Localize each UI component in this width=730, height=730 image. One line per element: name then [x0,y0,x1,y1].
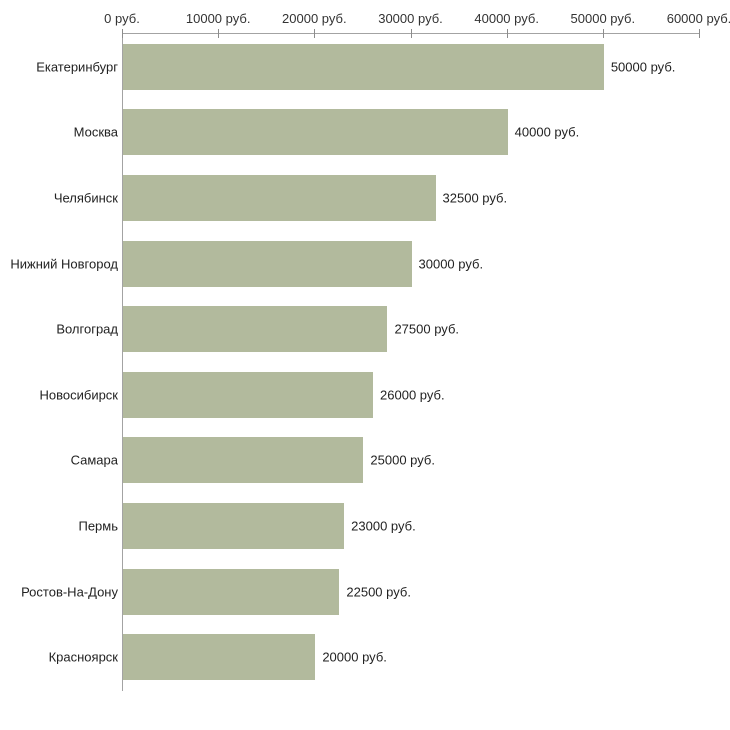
bar [123,43,604,90]
bar-row: Челябинск 32500 руб. [0,165,730,231]
bar [123,174,436,221]
value-label: 25000 руб. [370,452,435,468]
x-tick-label: 40000 руб. [474,11,539,26]
x-tick-label: 0 руб. [104,11,140,26]
bar [123,437,364,484]
value-label: 20000 руб. [322,649,387,665]
category-label: Красноярск [48,649,118,665]
x-tick-mark [314,29,316,38]
bar-row: Самара 25000 руб. [0,428,730,494]
value-label: 40000 руб. [514,124,580,140]
bar-row: Ростов-На-Дону 22500 руб. [0,559,730,625]
x-tick-label: 10000 руб. [185,11,251,26]
category-label: Челябинск [53,190,118,206]
bar-row: Новосибирск 26000 руб. [0,362,730,428]
bar [123,502,345,549]
bar-row: Нижний Новгород 30000 руб. [0,231,730,297]
bar [123,568,340,615]
value-label: 32500 руб. [442,190,508,206]
x-tick-mark [506,29,508,38]
x-tick-label: 60000 руб. [666,11,730,26]
y-axis-line [122,33,123,691]
bar [123,634,316,681]
category-label: Самара [70,452,118,468]
category-label: Нижний Новгород [10,256,118,272]
bar [123,371,374,418]
value-label: 23000 руб. [351,518,416,534]
bar [123,240,412,287]
x-tick-mark [602,29,604,38]
value-label: 50000 руб. [610,59,676,75]
bar-row: Волгоград 27500 руб. [0,296,730,362]
x-tick-mark [218,29,220,38]
category-label: Пермь [78,518,118,534]
bar [123,109,508,156]
x-tick-label: 50000 руб. [570,11,636,26]
x-tick-mark [410,29,412,38]
category-label: Новосибирск [39,387,119,403]
category-label: Волгоград [56,321,118,337]
value-label: 26000 руб. [380,387,445,403]
bar-row: Екатеринбург 50000 руб. [0,34,730,100]
category-label: Екатеринбург [36,59,118,75]
bar-row: Красноярск 20000 руб. [0,624,730,690]
x-tick-label: 30000 руб. [378,11,443,26]
bar-row: Москва 40000 руб. [0,100,730,166]
category-label: Москва [73,124,118,140]
value-label: 30000 руб. [418,256,484,272]
value-label: 22500 руб. [346,584,411,600]
bar [123,306,388,353]
category-label: Ростов-На-Дону [21,584,118,600]
plot-area: Екатеринбург 50000 руб. Москва 40000 руб. Че… [0,34,730,690]
value-label: 27500 руб. [394,321,460,337]
x-tick-label: 20000 руб. [282,11,347,26]
x-tick-mark [122,29,123,38]
bar-row: Пермь 23000 руб. [0,493,730,559]
x-tick-mark [699,29,700,38]
